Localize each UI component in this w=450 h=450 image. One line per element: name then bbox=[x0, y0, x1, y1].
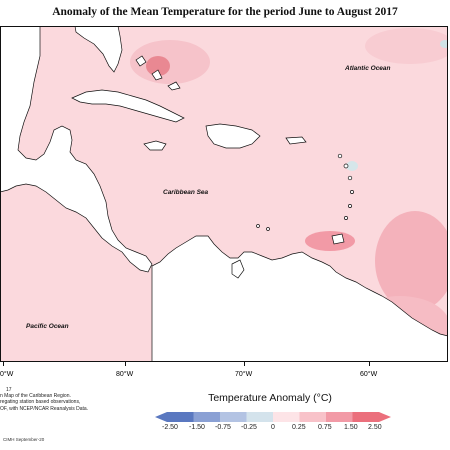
land-south-america bbox=[151, 235, 448, 362]
land-curacao bbox=[266, 227, 270, 231]
land-lesser-antilles-1 bbox=[337, 153, 343, 159]
legend-colorbar bbox=[155, 412, 391, 422]
lon-tick-label: 0°W bbox=[0, 371, 14, 378]
footnote-number: 17 bbox=[6, 387, 12, 393]
land-lesser-antilles-4 bbox=[350, 190, 354, 194]
anomaly-map: Atlantic Ocean Caribbean Sea Pacific Oce… bbox=[0, 26, 448, 362]
land-jamaica bbox=[143, 140, 167, 151]
land-puerto-rico bbox=[285, 136, 307, 145]
legend-arrow-right bbox=[379, 412, 391, 422]
legend-tick-labels: -2.50 -1.50 -0.75 -0.25 0 0.25 0.75 1.50… bbox=[0, 424, 450, 434]
hot-spot-bahamas bbox=[146, 56, 170, 76]
warm-patch-southeast bbox=[375, 211, 448, 311]
land-lesser-antilles-5 bbox=[348, 204, 352, 208]
land-lesser-antilles-2 bbox=[343, 163, 349, 169]
legend-arrow-left bbox=[155, 412, 167, 422]
legend-swatch bbox=[326, 412, 353, 422]
legend-title: Temperature Anomaly (°C) bbox=[208, 392, 332, 404]
label-atlantic-ocean: Atlantic Ocean bbox=[344, 65, 391, 72]
warm-patch-venezuela bbox=[305, 231, 355, 251]
legend-swatch bbox=[246, 412, 273, 422]
land-bahamas-3 bbox=[167, 81, 181, 91]
lon-ticks: 0°W 80°W 70°W 60°W bbox=[0, 362, 450, 382]
footnote: 17 n Map of the Caribbean Region. regati… bbox=[0, 387, 120, 412]
label-caribbean-sea: Caribbean Sea bbox=[163, 189, 209, 196]
footnote-line: OF, with NCEP/NCAR Reanalysis Data. bbox=[0, 405, 89, 412]
legend-tick: 0 bbox=[271, 424, 275, 431]
credit: CIMH September-20 bbox=[3, 437, 45, 442]
legend-tick: 0.75 bbox=[318, 424, 332, 431]
legend-tick: -1.50 bbox=[189, 424, 205, 431]
cool-spot-lesser-antilles bbox=[346, 161, 358, 171]
land-aruba bbox=[256, 224, 260, 228]
legend-swatch bbox=[299, 412, 326, 422]
legend-tick: -0.75 bbox=[215, 424, 231, 431]
footnote-line: regating station based observations, bbox=[0, 399, 81, 406]
lon-tick-label: 80°W bbox=[116, 371, 134, 378]
lon-tick-label: 60°W bbox=[360, 371, 378, 378]
legend-swatch bbox=[193, 412, 220, 422]
land-bahamas bbox=[135, 55, 147, 67]
land-mexico-central-america bbox=[0, 26, 153, 273]
legend-tick: 2.50 bbox=[368, 424, 382, 431]
map-title: Anomaly of the Mean Temperature for the … bbox=[52, 6, 398, 18]
land-hispaniola bbox=[205, 123, 261, 149]
label-pacific-ocean: Pacific Ocean bbox=[26, 323, 69, 330]
land-trinidad bbox=[331, 233, 345, 245]
legend-tick: -0.25 bbox=[241, 424, 257, 431]
land-cuba bbox=[71, 89, 185, 123]
land-lesser-antilles-6 bbox=[344, 216, 348, 220]
land-bahamas-2 bbox=[151, 69, 163, 81]
legend-tick: 1.50 bbox=[344, 424, 358, 431]
land-lesser-antilles-3 bbox=[347, 175, 353, 181]
legend-swatch bbox=[220, 412, 247, 422]
legend-tick: -2.50 bbox=[162, 424, 178, 431]
legend-swatch bbox=[167, 412, 194, 422]
legend-tick: 0.25 bbox=[292, 424, 306, 431]
cool-spot-north bbox=[440, 40, 448, 48]
footnote-line: n Map of the Caribbean Region. bbox=[0, 393, 71, 400]
legend-swatch bbox=[352, 412, 379, 422]
map-border bbox=[0, 26, 448, 362]
lon-tick-label: 70°W bbox=[235, 371, 253, 378]
lake-maracaibo bbox=[231, 259, 245, 279]
land-florida bbox=[74, 26, 123, 73]
legend-swatch bbox=[273, 412, 300, 422]
warm-patch-northeast bbox=[365, 28, 448, 64]
